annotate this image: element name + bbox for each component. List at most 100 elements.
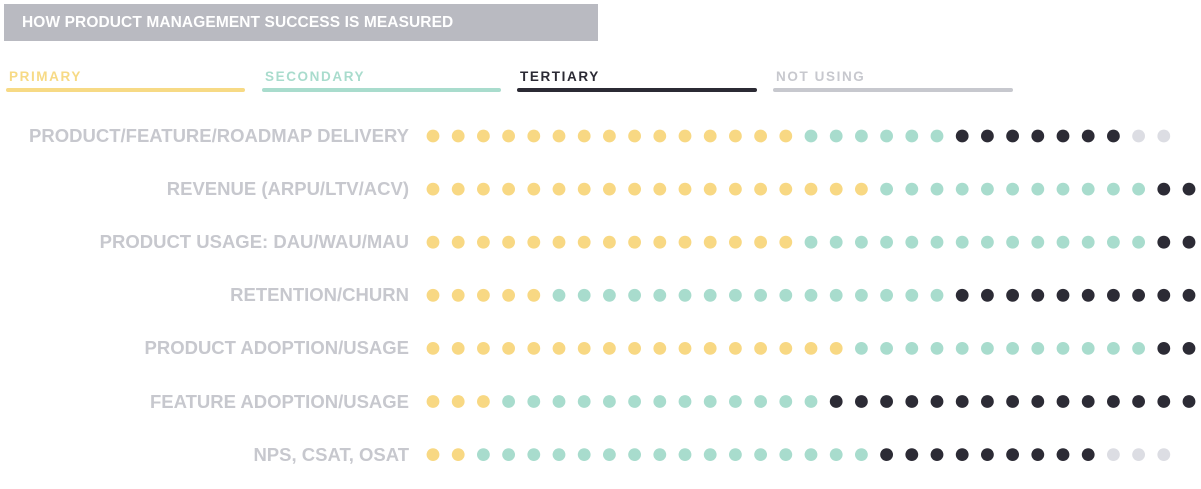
dot-secondary (905, 342, 919, 355)
dot-secondary (829, 448, 843, 461)
dot-secondary (855, 288, 868, 302)
dot-secondary (729, 288, 742, 302)
dot-tertiary (1081, 395, 1095, 408)
dot-primary (426, 395, 440, 408)
dot-tertiary (1006, 395, 1019, 408)
dot-tertiary (1006, 129, 1019, 143)
dot-secondary (779, 448, 793, 461)
dot-secondary (804, 129, 818, 143)
legend-label-not-using: NOT USING (776, 69, 866, 84)
dot-primary (829, 182, 843, 196)
dot-secondary (754, 448, 767, 461)
dot-secondary (552, 288, 566, 302)
legend-label-primary: PRIMARY (9, 69, 82, 84)
legend-label-secondary: SECONDARY (265, 69, 366, 84)
dot-secondary (880, 129, 893, 143)
dot-secondary (477, 448, 490, 461)
dot-tertiary (1006, 448, 1019, 461)
dot-primary (678, 235, 692, 249)
dot-primary (451, 235, 465, 249)
dot-tertiary (1031, 288, 1045, 302)
dot-primary (426, 235, 440, 249)
dot-primary (552, 235, 566, 249)
dot-secondary (1081, 342, 1095, 355)
dot-primary (703, 182, 717, 196)
dot-tertiary (1031, 448, 1045, 461)
dot-primary (729, 342, 742, 355)
dot-secondary (729, 448, 742, 461)
dot-primary (451, 182, 465, 196)
dot-primary (754, 342, 767, 355)
dot-secondary (1132, 182, 1145, 196)
dot-secondary (502, 395, 515, 408)
dot-secondary (754, 288, 767, 302)
dot-tertiary (930, 448, 944, 461)
dot-secondary (930, 235, 944, 249)
dot-secondary (804, 448, 818, 461)
dot-secondary (603, 395, 616, 408)
dot-primary (502, 342, 515, 355)
dot-primary (426, 448, 440, 461)
dot-secondary (880, 182, 893, 196)
dot-primary (703, 129, 717, 143)
dot-tertiary (1157, 342, 1171, 355)
legend-item-not-using: NOT USING (773, 68, 1013, 92)
dot-secondary (855, 448, 868, 461)
dot-tertiary (981, 288, 994, 302)
dot-primary (779, 342, 793, 355)
dot-tertiary (955, 448, 969, 461)
dot-tertiary (1056, 448, 1070, 461)
dot-primary (804, 182, 818, 196)
dot-primary (477, 235, 490, 249)
dot-primary (477, 395, 490, 408)
dot-secondary (981, 235, 994, 249)
dot-secondary (577, 288, 591, 302)
dot-tertiary (1157, 288, 1171, 302)
chart-title: HOW PRODUCT MANAGEMENT SUCCESS IS MEASUR… (4, 4, 598, 41)
dot-primary (729, 129, 742, 143)
dot-tertiary (880, 395, 893, 408)
dot-primary (477, 129, 490, 143)
row-label: PRODUCT/FEATURE/ROADMAP DELIVERY (29, 125, 409, 146)
dot-primary (653, 182, 667, 196)
dot-primary (729, 182, 742, 196)
row-label: PRODUCT USAGE: DAU/WAU/MAU (99, 231, 409, 252)
row-label: FEATURE ADOPTION/USAGE (149, 391, 409, 412)
dot-secondary (1031, 342, 1045, 355)
dot-secondary (1006, 342, 1019, 355)
dot-secondary (1107, 182, 1120, 196)
dot-secondary (1056, 235, 1070, 249)
dot-not-using (1157, 448, 1171, 461)
dot-secondary (703, 448, 717, 461)
dot-primary (426, 182, 440, 196)
dot-primary (603, 235, 616, 249)
dot-secondary (955, 182, 969, 196)
dot-primary (502, 129, 515, 143)
dot-secondary (779, 395, 793, 408)
dot-primary (729, 235, 742, 249)
dot-primary (628, 342, 641, 355)
dot-tertiary (930, 395, 944, 408)
dot-tertiary (1182, 395, 1196, 408)
dot-secondary (1107, 235, 1120, 249)
legend-line-tertiary (517, 88, 757, 92)
dot-primary (552, 342, 566, 355)
dot-secondary (930, 288, 944, 302)
dot-tertiary (1182, 342, 1196, 355)
dot-secondary (955, 235, 969, 249)
dot-primary (577, 182, 591, 196)
dot-primary (603, 342, 616, 355)
dot-tertiary (955, 395, 969, 408)
dot-primary (527, 235, 541, 249)
dot-secondary (880, 342, 893, 355)
dot-tertiary (1056, 129, 1070, 143)
legend-item-secondary: SECONDARY (262, 68, 501, 92)
dot-secondary (502, 448, 515, 461)
dot-primary (653, 235, 667, 249)
dot-tertiary (1157, 235, 1171, 249)
dot-tertiary (981, 129, 994, 143)
dot-secondary (981, 342, 994, 355)
legend-line-not-using (773, 88, 1013, 92)
dot-primary (477, 342, 490, 355)
